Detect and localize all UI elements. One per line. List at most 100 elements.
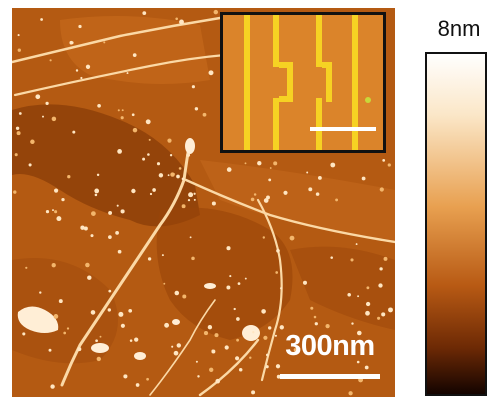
nanoparticle <box>163 282 166 285</box>
nanoparticle <box>330 162 336 168</box>
electrode <box>279 96 289 102</box>
nanoparticle <box>54 210 58 214</box>
nanoparticle <box>226 246 231 251</box>
nanoparticle <box>233 307 236 311</box>
nanoparticle <box>214 333 219 338</box>
nanoparticle <box>52 209 54 212</box>
nanoparticle <box>276 374 281 379</box>
nanoparticle <box>117 249 122 254</box>
nanoparticle <box>193 192 196 195</box>
nanoparticle <box>90 310 96 315</box>
nanoparticle <box>17 48 21 52</box>
nanoparticle <box>350 258 354 262</box>
nanoparticle <box>351 322 354 325</box>
nanoparticle <box>314 322 318 326</box>
nanoparticle <box>378 283 383 288</box>
nanoparticle <box>116 204 119 207</box>
nanoparticle <box>94 193 98 197</box>
nanoparticle <box>379 267 383 271</box>
nanoparticle <box>126 72 129 75</box>
nanoparticle <box>54 188 59 193</box>
nanoparticle <box>347 293 351 297</box>
light-region <box>200 160 395 240</box>
nanoparticle <box>145 119 151 125</box>
nanoparticle <box>187 198 191 202</box>
nanoparticle <box>310 306 314 310</box>
aggregate <box>134 352 146 360</box>
nanoparticle <box>366 286 370 290</box>
nanoparticle <box>263 335 268 340</box>
nanoparticle <box>191 256 195 261</box>
nanoparticle <box>238 367 243 372</box>
nanoparticle <box>250 197 255 202</box>
nanoparticle <box>257 161 262 166</box>
nanoparticle <box>383 256 388 261</box>
nanoparticle <box>148 138 151 141</box>
nanoparticle <box>213 9 219 15</box>
inset-scale-bar <box>310 127 376 131</box>
nanoparticle <box>99 335 102 338</box>
nanoparticle <box>169 154 173 157</box>
nanoparticle <box>215 378 221 384</box>
nanoparticle <box>45 210 50 214</box>
nanoparticle <box>158 173 164 178</box>
dark-region <box>156 207 293 340</box>
scale-bar-label: 300nm <box>285 330 375 362</box>
nanoparticle <box>175 17 178 21</box>
electrode <box>273 15 279 67</box>
nanoparticle <box>273 161 278 166</box>
nanoparticle <box>365 301 371 307</box>
nanoparticle <box>202 112 207 117</box>
nanoparticle <box>51 263 56 268</box>
nanoparticle <box>142 11 147 15</box>
nanoparticle <box>186 153 191 157</box>
nanoparticle <box>357 295 360 298</box>
nanoparticle <box>302 280 308 285</box>
nanoparticle <box>90 234 94 238</box>
nanoparticle <box>317 175 322 180</box>
nanoparticle <box>72 130 76 134</box>
nanoparticle <box>308 187 313 192</box>
light-region <box>60 16 210 84</box>
electrode <box>352 15 358 150</box>
nanoparticle <box>120 116 124 120</box>
nanoparticle <box>263 198 269 203</box>
nanoparticle <box>191 85 195 89</box>
nanoparticle <box>279 287 283 290</box>
nanoparticle <box>176 174 180 179</box>
nanoparticle <box>226 285 231 290</box>
nanoparticle <box>167 138 172 143</box>
nanoparticle <box>132 53 137 57</box>
nanoparticle <box>244 277 247 280</box>
nanoparticle <box>146 377 149 381</box>
nanoparticle <box>120 209 125 214</box>
nanoparticle <box>382 159 386 162</box>
nanoparticle <box>78 24 82 29</box>
nanoparticle <box>197 375 200 378</box>
aggregate <box>204 283 216 289</box>
nanoparticle <box>330 256 333 259</box>
bright-aggregates <box>17 138 260 360</box>
nanoparticle <box>203 331 209 336</box>
nanoparticle <box>131 188 136 194</box>
aggregate <box>172 319 180 325</box>
nanoparticle <box>69 40 74 45</box>
nanoparticle <box>195 360 198 363</box>
nanoribbon <box>12 16 222 64</box>
nanoparticle <box>211 201 216 206</box>
nanoparticle <box>244 162 247 165</box>
nanoparticle <box>325 323 330 329</box>
electrode <box>316 98 322 150</box>
electrode <box>244 15 250 150</box>
nanoparticle <box>193 198 196 201</box>
nanoparticle <box>173 350 179 356</box>
nanoparticle <box>377 316 381 320</box>
nanoparticle <box>379 187 384 192</box>
dark-region <box>290 246 395 330</box>
nanoparticle <box>28 163 32 167</box>
electrode <box>279 62 289 68</box>
nanoparticle <box>164 322 170 328</box>
colorbar-gradient <box>425 52 487 396</box>
nanoparticle <box>80 76 83 80</box>
nanoparticle <box>381 312 386 317</box>
